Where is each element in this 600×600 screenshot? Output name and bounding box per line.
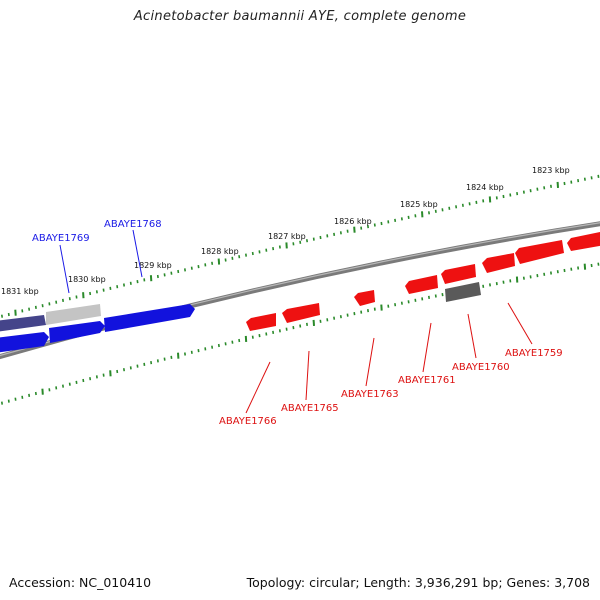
leader-line — [305, 350, 310, 401]
gene-arrow[interactable] — [515, 240, 564, 264]
leader-line — [422, 322, 432, 373]
kbp-label: 1829 kbp — [134, 261, 172, 270]
map-title: Acinetobacter baumannii AYE, complete ge… — [133, 9, 467, 24]
leader-line — [245, 361, 271, 414]
kbp-label: 1825 kbp — [400, 200, 438, 209]
pseudogene-arrow[interactable] — [46, 304, 101, 325]
kbp-label: 1826 kbp — [334, 217, 372, 226]
gene-arrow[interactable] — [405, 275, 438, 294]
gene-arrow[interactable] — [49, 321, 105, 343]
gene-arrow[interactable] — [354, 290, 375, 306]
leader-line — [507, 302, 533, 345]
leader-line — [467, 313, 477, 359]
inner-tick-track — [1, 262, 600, 405]
gene-labels: ABAYE1769 ABAYE1768 ABAYE1766 ABAYE1765 … — [32, 219, 563, 427]
gene-label[interactable]: ABAYE1765 — [281, 403, 339, 414]
kbp-label: 1831 kbp — [1, 287, 39, 296]
gene-arrow[interactable] — [246, 313, 276, 331]
accession-text: Accession: NC_010410 — [9, 575, 152, 590]
label-leaders — [59, 229, 533, 414]
gene-label[interactable]: ABAYE1768 — [104, 219, 162, 230]
gene-label[interactable]: ABAYE1763 — [341, 389, 399, 400]
kbp-label: 1828 kbp — [201, 247, 239, 256]
gene-label[interactable]: ABAYE1761 — [398, 375, 456, 386]
kbp-label: 1830 kbp — [68, 275, 106, 284]
pseudogene-arrow[interactable] — [445, 282, 481, 302]
gene-label[interactable]: ABAYE1760 — [452, 362, 510, 373]
kbp-label: 1823 kbp — [532, 166, 570, 175]
gene-label[interactable]: ABAYE1769 — [32, 233, 90, 244]
gene-arrow[interactable] — [0, 332, 49, 353]
kbp-label: 1827 kbp — [268, 232, 306, 241]
leader-line — [132, 229, 143, 278]
leader-line — [59, 244, 70, 294]
kbp-scale: 1823 kbp 1824 kbp 1825 kbp 1826 kbp 1827… — [1, 166, 570, 296]
outer-tick-track — [1, 174, 600, 318]
reverse-strand — [246, 231, 600, 331]
leader-line — [365, 337, 375, 387]
gene-arrow[interactable] — [104, 304, 195, 332]
gene-label[interactable]: ABAYE1766 — [219, 416, 277, 427]
gene-arrow[interactable] — [441, 264, 476, 284]
gene-arrow[interactable] — [567, 231, 600, 251]
gene-arrow[interactable] — [282, 303, 320, 323]
gene-arrow[interactable] — [0, 315, 46, 332]
kbp-label: 1824 kbp — [466, 183, 504, 192]
forward-strand — [0, 304, 195, 353]
gene-label[interactable]: ABAYE1759 — [505, 348, 563, 359]
gene-arrow[interactable] — [482, 253, 515, 273]
genome-summary-text: Topology: circular; Length: 3,936,291 bp… — [246, 575, 590, 590]
